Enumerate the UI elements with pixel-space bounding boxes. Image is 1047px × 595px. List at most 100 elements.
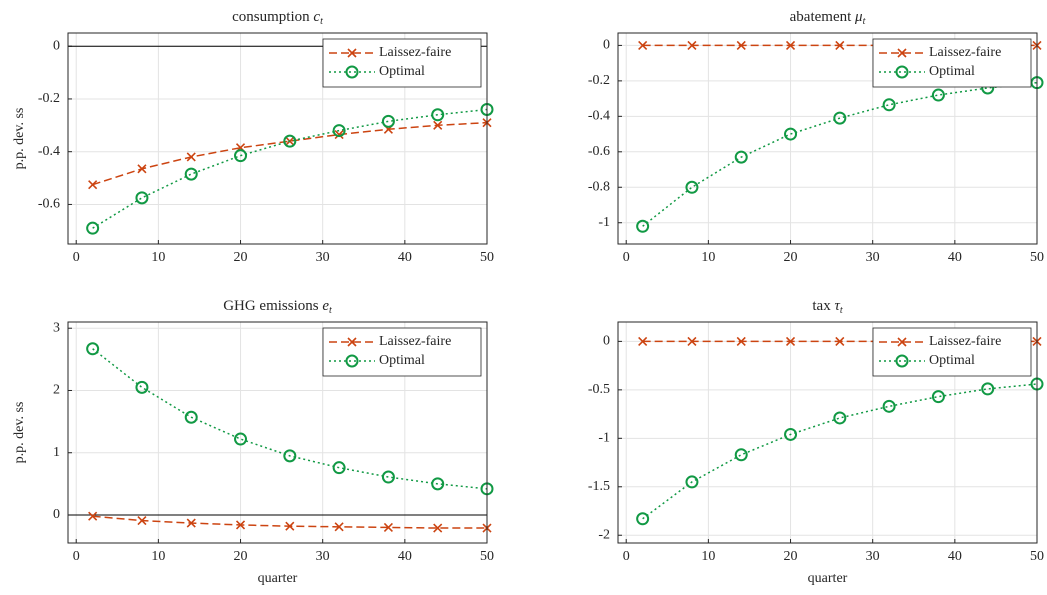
subplot: 0 10 20 30 40 50 0 1 2 3 GHG emissions et p.p. dev.… bbox=[12, 298, 494, 586]
legend-label: Optimal bbox=[379, 353, 425, 368]
y-tick-label: -0.4 bbox=[588, 109, 610, 124]
x-tick-label: 20 bbox=[784, 549, 798, 564]
y-tick-label: -0.6 bbox=[38, 197, 60, 212]
y-tick-label: -1 bbox=[598, 431, 610, 446]
title-symbol: e bbox=[322, 298, 329, 314]
marker bbox=[347, 48, 357, 58]
x-tick-label: 10 bbox=[701, 250, 715, 265]
marker bbox=[785, 40, 796, 50]
marker bbox=[88, 511, 98, 521]
title-text: consumption bbox=[232, 9, 313, 25]
subplot: 0 10 20 30 40 50 -2 -1.5 -1 -0.5 0 tax τt quarter Lai… bbox=[588, 298, 1044, 586]
series-line bbox=[92, 108, 488, 229]
x-tick-label: 0 bbox=[623, 250, 630, 265]
marker bbox=[283, 134, 297, 148]
marker bbox=[981, 382, 995, 396]
x-tick-label: 0 bbox=[623, 549, 630, 564]
y-tick-label: -2 bbox=[598, 527, 610, 542]
marker bbox=[835, 336, 845, 346]
marker bbox=[833, 411, 847, 425]
legend-label: Laissez-faire bbox=[379, 45, 451, 60]
marker bbox=[332, 124, 346, 138]
x-tick-label: 40 bbox=[948, 549, 962, 564]
marker bbox=[283, 449, 297, 463]
chart-title: tax τt bbox=[812, 298, 842, 316]
x-tick-label: 10 bbox=[701, 549, 715, 564]
x-axis-label: quarter bbox=[258, 571, 298, 586]
title-subscript: t bbox=[320, 16, 323, 27]
marker bbox=[184, 410, 198, 424]
marker bbox=[86, 221, 100, 235]
marker bbox=[636, 512, 650, 526]
marker bbox=[431, 477, 445, 491]
chart-title: abatement μt bbox=[790, 9, 866, 27]
marker bbox=[234, 432, 248, 446]
legend-box bbox=[322, 38, 482, 88]
series-line bbox=[642, 81, 1038, 227]
marker bbox=[784, 427, 798, 441]
x-tick-label: 20 bbox=[784, 250, 798, 265]
x-tick-label: 30 bbox=[866, 549, 880, 564]
y-tick-label: -0.5 bbox=[588, 382, 610, 397]
marker bbox=[931, 390, 945, 404]
y-tick-label: 0 bbox=[603, 38, 610, 53]
title-subscript: t bbox=[329, 305, 332, 316]
title-symbol: τ bbox=[834, 298, 840, 314]
y-tick-label: -0.6 bbox=[588, 144, 610, 159]
y-tick-label: -0.2 bbox=[588, 73, 610, 88]
marker bbox=[685, 180, 699, 194]
y-axis-label: p.p. dev. ss bbox=[12, 402, 27, 464]
legend-label: Optimal bbox=[379, 64, 425, 79]
marker bbox=[835, 40, 845, 50]
marker bbox=[88, 180, 98, 190]
legend-label: Laissez-faire bbox=[379, 334, 451, 349]
y-tick-label: 0 bbox=[53, 38, 60, 53]
y-tick-label: -0.2 bbox=[38, 91, 60, 106]
marker bbox=[636, 219, 650, 233]
title-symbol: μ bbox=[854, 9, 863, 25]
subplot: 0 10 20 30 40 50 -0.6 -0.4 -0.2 0 consumption ct p.… bbox=[12, 9, 494, 265]
marker bbox=[431, 108, 445, 122]
marker bbox=[638, 336, 648, 346]
subplot: 0 10 20 30 40 50 -1 -0.8 -0.6 -0.4 -0.2 0 abatement … bbox=[588, 9, 1044, 265]
marker bbox=[137, 516, 147, 526]
x-tick-label: 50 bbox=[1030, 250, 1044, 265]
legend-label: Laissez-faire bbox=[929, 45, 1001, 60]
y-tick-label: 0 bbox=[603, 334, 610, 349]
marker bbox=[285, 521, 295, 531]
legend-label: Optimal bbox=[929, 64, 975, 79]
x-tick-label: 50 bbox=[480, 250, 494, 265]
x-tick-label: 50 bbox=[1030, 549, 1044, 564]
legend-box bbox=[322, 327, 482, 377]
marker bbox=[137, 164, 147, 174]
marker bbox=[882, 98, 896, 112]
x-tick-label: 40 bbox=[398, 549, 412, 564]
x-tick-label: 30 bbox=[316, 250, 330, 265]
marker bbox=[234, 149, 248, 163]
marker bbox=[734, 150, 748, 164]
marker bbox=[383, 522, 393, 533]
marker bbox=[897, 337, 907, 347]
x-tick-label: 40 bbox=[398, 250, 412, 265]
marker bbox=[345, 65, 359, 79]
x-tick-label: 50 bbox=[480, 549, 494, 564]
marker bbox=[347, 337, 357, 347]
x-tick-label: 20 bbox=[234, 549, 248, 564]
y-tick-label: 1 bbox=[53, 445, 60, 460]
marker bbox=[895, 65, 909, 79]
title-text: GHG emissions bbox=[223, 298, 322, 314]
x-tick-label: 10 bbox=[151, 549, 165, 564]
x-tick-label: 0 bbox=[73, 250, 80, 265]
marker bbox=[833, 111, 847, 125]
series-line bbox=[642, 383, 1038, 520]
marker bbox=[433, 120, 443, 130]
marker bbox=[897, 48, 907, 58]
marker bbox=[345, 354, 359, 368]
axes-box bbox=[617, 32, 1038, 245]
legend-label: Laissez-faire bbox=[929, 334, 1001, 349]
marker bbox=[687, 40, 697, 50]
y-axis-label: p.p. dev. ss bbox=[12, 108, 27, 170]
title-subscript: t bbox=[863, 16, 866, 27]
marker bbox=[381, 470, 395, 484]
marker bbox=[86, 342, 100, 356]
